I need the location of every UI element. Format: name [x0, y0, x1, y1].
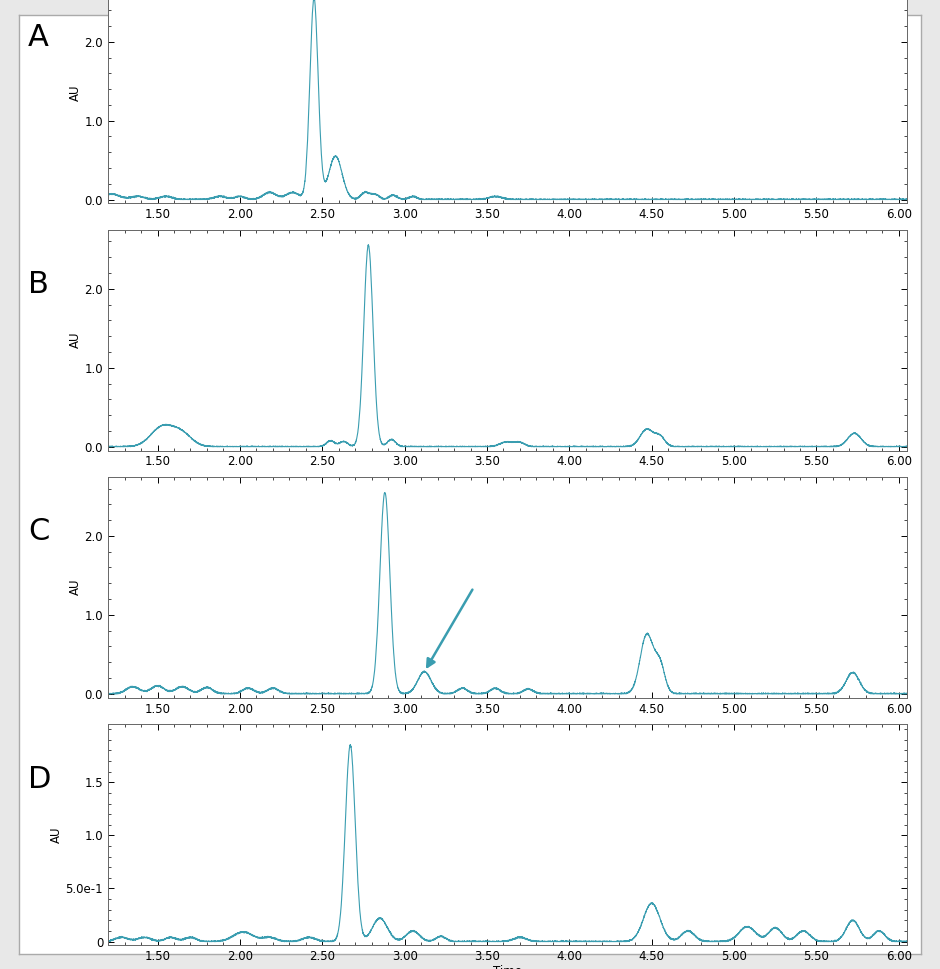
Y-axis label: AU: AU: [50, 826, 63, 843]
Text: C: C: [28, 517, 50, 547]
Y-axis label: AU: AU: [69, 578, 82, 596]
Y-axis label: AU: AU: [69, 84, 82, 102]
Y-axis label: AU: AU: [69, 331, 82, 349]
X-axis label: Time: Time: [494, 965, 522, 969]
Text: B: B: [28, 270, 49, 299]
Text: A: A: [28, 23, 49, 52]
Text: D: D: [28, 765, 52, 794]
